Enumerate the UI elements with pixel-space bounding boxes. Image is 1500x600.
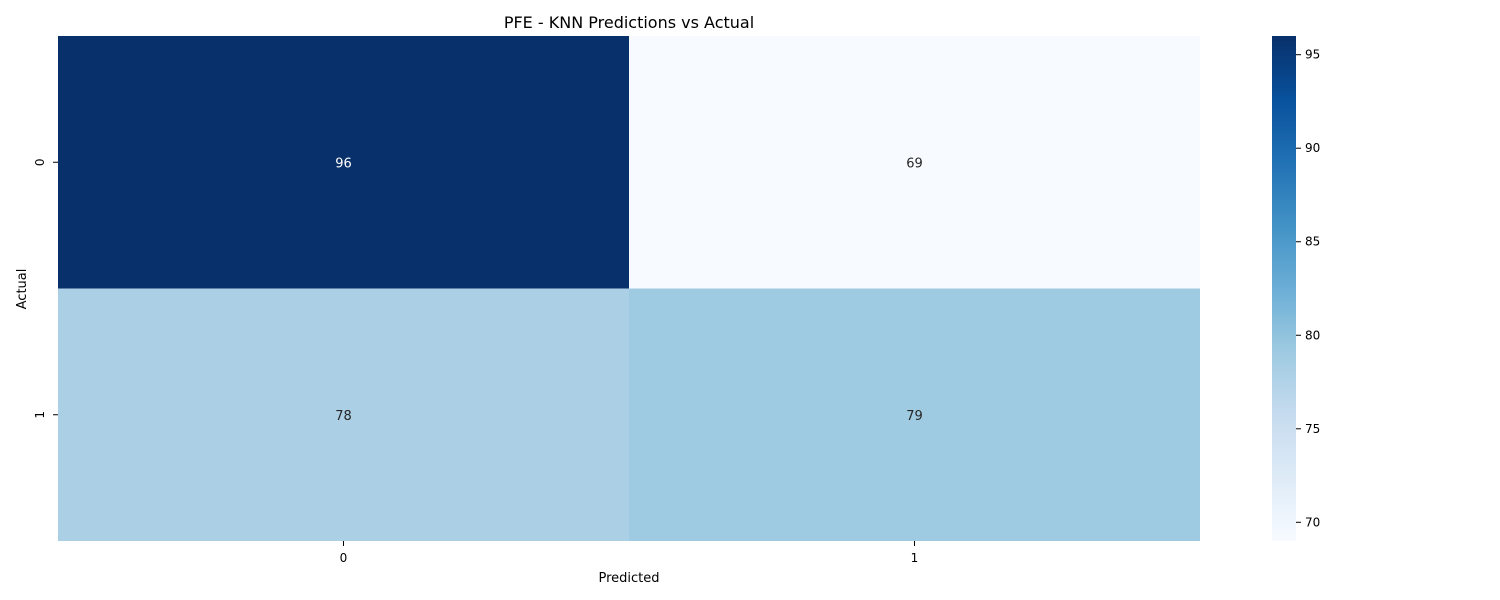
heatmap-cell [629, 36, 1200, 289]
colorbar-tick-label: 90 [1305, 141, 1320, 155]
x-axis-label: Predicted [598, 571, 659, 586]
chart-title: PFE - KNN Predictions vs Actual [504, 13, 754, 32]
heatmap-cells: 96 69 78 79 [58, 36, 1200, 541]
colorbar-tick-label: 80 [1305, 328, 1320, 342]
cell-value-label: 96 [335, 156, 352, 171]
heatmap-cell [629, 288, 1200, 541]
y-tick-label: 1 [33, 411, 47, 419]
heatmap-cell [58, 288, 629, 541]
y-axis-label: Actual [15, 269, 30, 310]
colorbar [1272, 36, 1296, 541]
colorbar-tick-label: 75 [1305, 422, 1320, 436]
cell-value-label: 69 [906, 156, 923, 171]
colorbar-tick-label: 85 [1305, 235, 1320, 249]
x-tick-label: 0 [340, 551, 348, 565]
colorbar-ticks: 70 75 80 85 90 95 [1296, 48, 1320, 529]
y-tick-label: 0 [33, 158, 47, 166]
colorbar-tick-label: 95 [1305, 48, 1320, 62]
y-axis-ticks: 01 [33, 158, 58, 419]
x-tick-label: 1 [911, 551, 919, 565]
cell-value-label: 78 [335, 409, 352, 424]
colorbar-tick-label: 70 [1305, 515, 1320, 529]
cell-value-label: 79 [906, 409, 923, 424]
heatmap-cell [58, 36, 629, 289]
